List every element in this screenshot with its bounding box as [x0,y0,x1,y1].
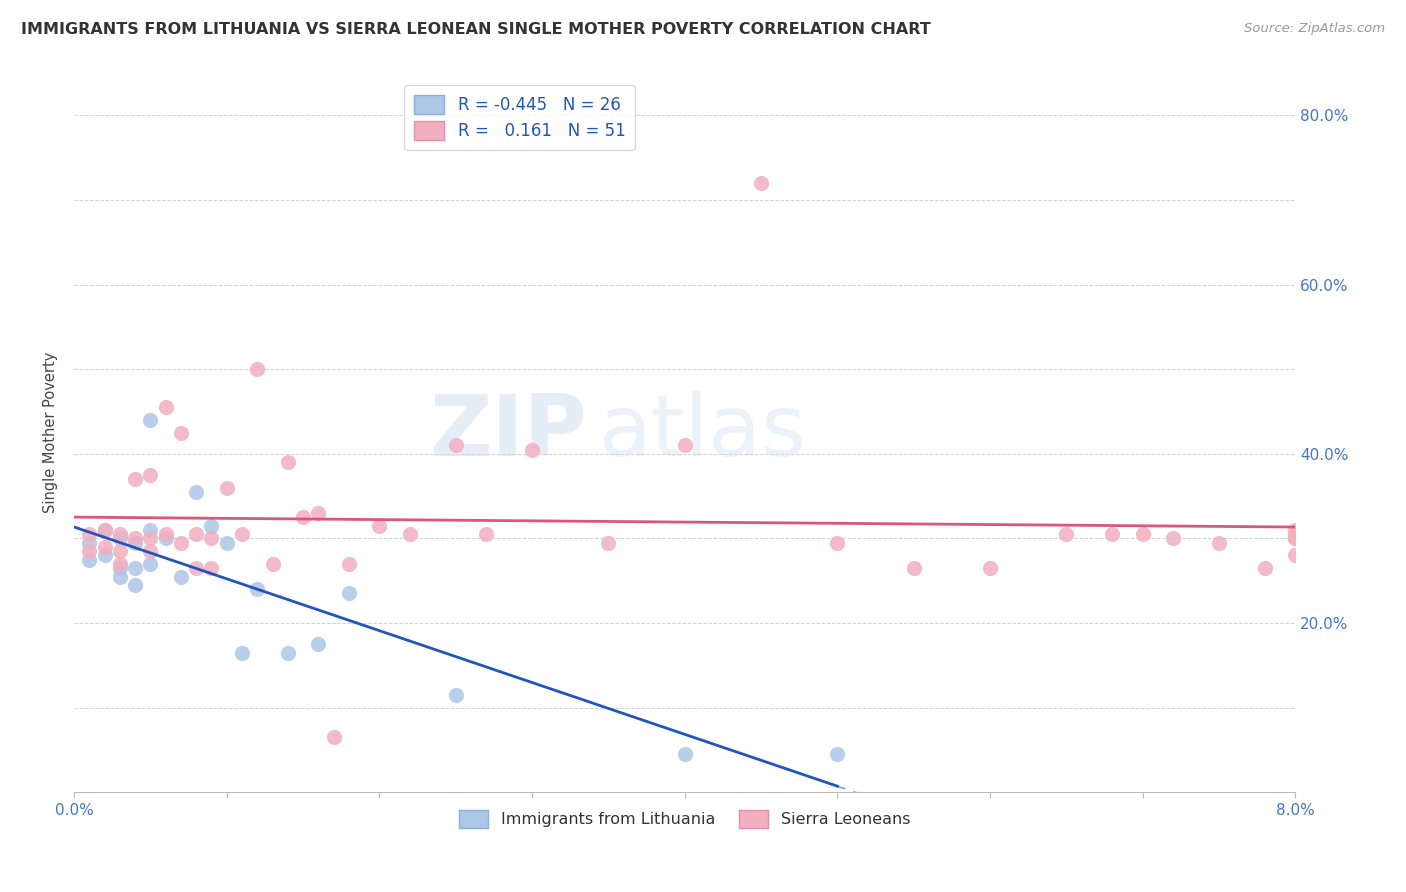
Text: atlas: atlas [599,392,807,475]
Point [139,557,162,571]
Point [673,747,696,762]
Point [124,535,146,549]
Point [139,413,162,427]
Point [79,552,101,566]
Point [93,523,115,537]
Y-axis label: Single Mother Poverty: Single Mother Poverty [44,352,58,513]
Point [139,532,162,546]
Point [231,527,253,541]
Point [108,569,131,583]
Point [292,510,315,524]
Point [139,523,162,537]
Point [215,535,238,549]
Point [1163,532,1185,546]
Point [749,176,772,190]
Point [520,442,543,457]
Point [186,484,208,499]
Point [124,532,146,546]
Point [200,561,222,575]
Text: Source: ZipAtlas.com: Source: ZipAtlas.com [1244,22,1385,36]
Point [1284,527,1306,541]
Point [337,586,360,600]
Point [124,578,146,592]
Point [1284,532,1306,546]
Point [1254,561,1277,575]
Point [277,455,299,469]
Point [598,535,620,549]
Point [186,561,208,575]
Point [108,561,131,575]
Point [79,527,101,541]
Point [246,582,269,597]
Point [1284,523,1306,537]
Point [827,535,849,549]
Point [399,527,422,541]
Point [155,401,177,415]
Point [262,557,284,571]
Point [186,527,208,541]
Point [475,527,498,541]
Point [93,540,115,554]
Point [93,523,115,537]
Text: IMMIGRANTS FROM LITHUANIA VS SIERRA LEONEAN SINGLE MOTHER POVERTY CORRELATION CH: IMMIGRANTS FROM LITHUANIA VS SIERRA LEON… [21,22,931,37]
Point [1284,532,1306,546]
Legend: Immigrants from Lithuania, Sierra Leoneans: Immigrants from Lithuania, Sierra Leonea… [453,804,917,835]
Point [337,557,360,571]
Point [1056,527,1078,541]
Point [903,561,925,575]
Point [200,532,222,546]
Point [1101,527,1123,541]
Point [322,731,344,745]
Point [673,438,696,452]
Point [170,425,193,440]
Point [307,506,329,520]
Point [277,646,299,660]
Point [170,535,193,549]
Point [827,747,849,762]
Point [246,362,269,376]
Point [79,544,101,558]
Point [1208,535,1230,549]
Point [155,532,177,546]
Point [170,569,193,583]
Point [307,637,329,651]
Point [444,438,467,452]
Point [155,527,177,541]
Point [93,549,115,563]
Point [108,527,131,541]
Point [79,535,101,549]
Point [231,646,253,660]
Point [444,688,467,702]
Point [215,481,238,495]
Point [139,467,162,482]
Point [108,532,131,546]
Point [124,561,146,575]
Point [979,561,1001,575]
Point [368,518,391,533]
Point [1132,527,1154,541]
Text: ZIP: ZIP [429,392,588,475]
Point [124,472,146,486]
Point [108,544,131,558]
Point [1284,549,1306,563]
Point [200,518,222,533]
Point [108,557,131,571]
Point [139,544,162,558]
